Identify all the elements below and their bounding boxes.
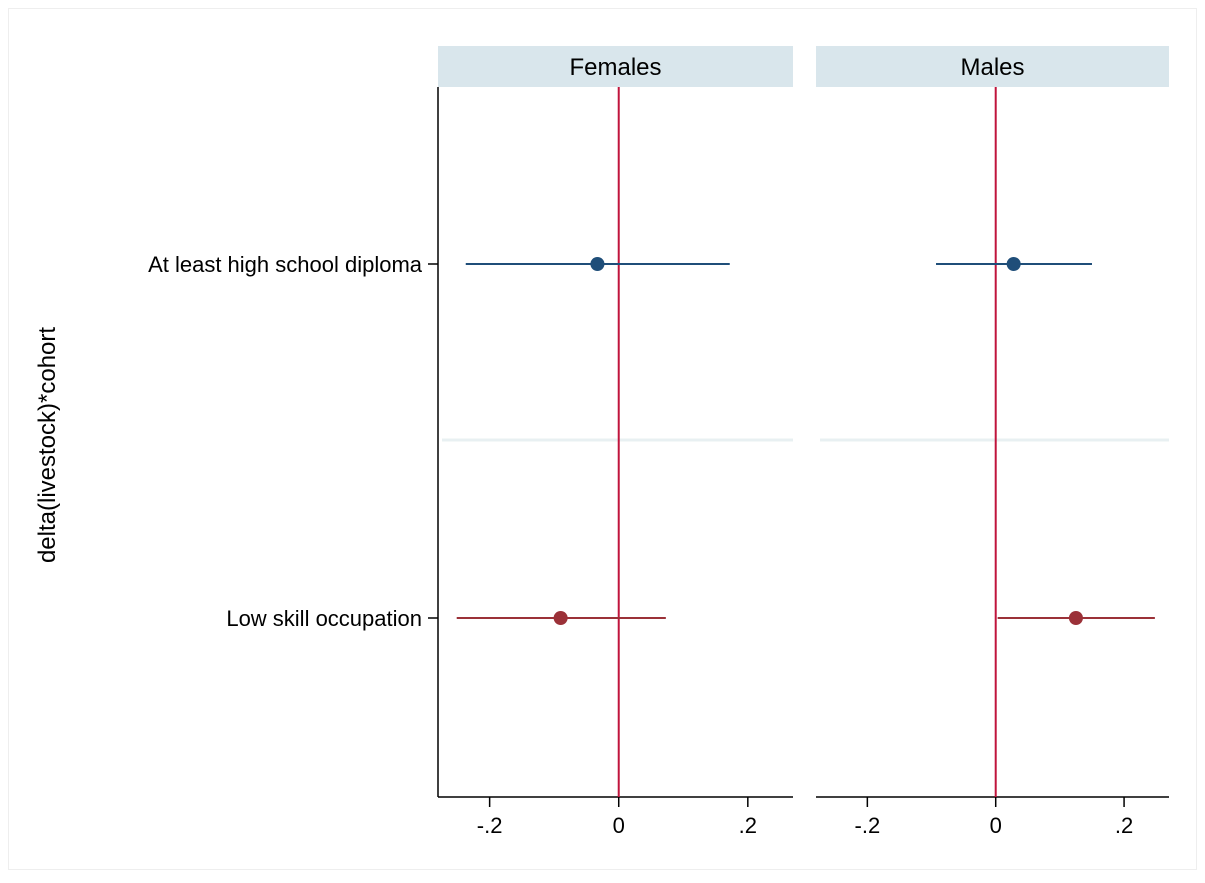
category-label: Low skill occupation	[226, 606, 422, 631]
panels: Females -.2 0 .2 Males -.2 0 .2	[438, 46, 1169, 838]
panel-title: Females	[569, 54, 661, 81]
x-tick-label: 0	[613, 813, 625, 838]
point-estimate	[553, 611, 568, 625]
panel-males: Males -.2 0 .2	[816, 46, 1169, 838]
point-estimate	[590, 257, 605, 271]
point-estimate	[1006, 257, 1021, 271]
x-tick-label: 0	[990, 813, 1002, 838]
category-label: At least high school diploma	[148, 252, 423, 277]
panel-females: Females -.2 0 .2	[438, 46, 793, 838]
panel-title: Males	[960, 54, 1024, 81]
x-tick-label: .2	[739, 813, 757, 838]
x-tick-label: -.2	[477, 813, 503, 838]
x-tick-label: -.2	[855, 813, 881, 838]
y-axis-label: delta(livestock)*cohort	[34, 327, 61, 563]
point-estimate	[1068, 611, 1083, 625]
category-labels: At least high school diploma Low skill oc…	[148, 87, 439, 797]
panel-header	[438, 46, 793, 87]
panel-header	[816, 46, 1169, 87]
x-tick-label: .2	[1115, 813, 1133, 838]
